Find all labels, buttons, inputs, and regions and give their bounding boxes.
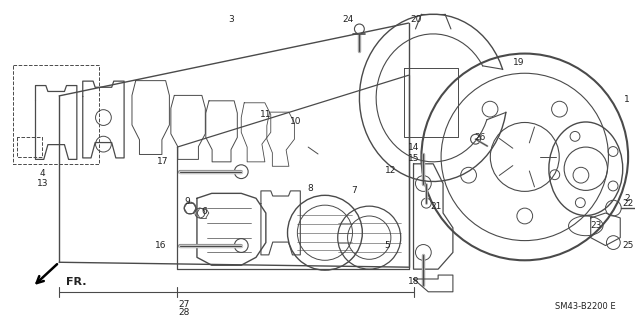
Text: 9: 9 <box>184 197 190 206</box>
Text: SM43-B2200 E: SM43-B2200 E <box>555 302 615 311</box>
Text: 5: 5 <box>384 241 390 250</box>
Text: 6: 6 <box>201 207 207 216</box>
Text: 21: 21 <box>431 202 442 211</box>
Text: 26: 26 <box>475 133 486 142</box>
Text: 20: 20 <box>411 15 422 24</box>
Text: 25: 25 <box>623 241 634 250</box>
Text: 15: 15 <box>408 154 419 163</box>
Text: 8: 8 <box>307 184 313 193</box>
Text: 1: 1 <box>624 95 630 104</box>
Text: 16: 16 <box>155 241 166 250</box>
Text: FR.: FR. <box>66 277 86 287</box>
Text: 12: 12 <box>385 166 397 175</box>
Text: 19: 19 <box>513 58 525 67</box>
Text: 2: 2 <box>625 194 630 203</box>
Text: 24: 24 <box>342 15 353 24</box>
Text: 18: 18 <box>408 278 419 286</box>
Text: 10: 10 <box>290 117 301 126</box>
Text: 11: 11 <box>260 110 271 119</box>
Text: 3: 3 <box>228 15 234 24</box>
Text: 27: 27 <box>179 300 190 309</box>
Text: 28: 28 <box>179 308 190 317</box>
Text: 14: 14 <box>408 143 419 152</box>
Text: 7: 7 <box>351 186 357 195</box>
Text: 23: 23 <box>590 221 602 230</box>
Text: 13: 13 <box>36 179 48 188</box>
Text: 22: 22 <box>623 199 634 208</box>
Text: 4: 4 <box>40 169 45 178</box>
Text: 17: 17 <box>157 157 168 166</box>
